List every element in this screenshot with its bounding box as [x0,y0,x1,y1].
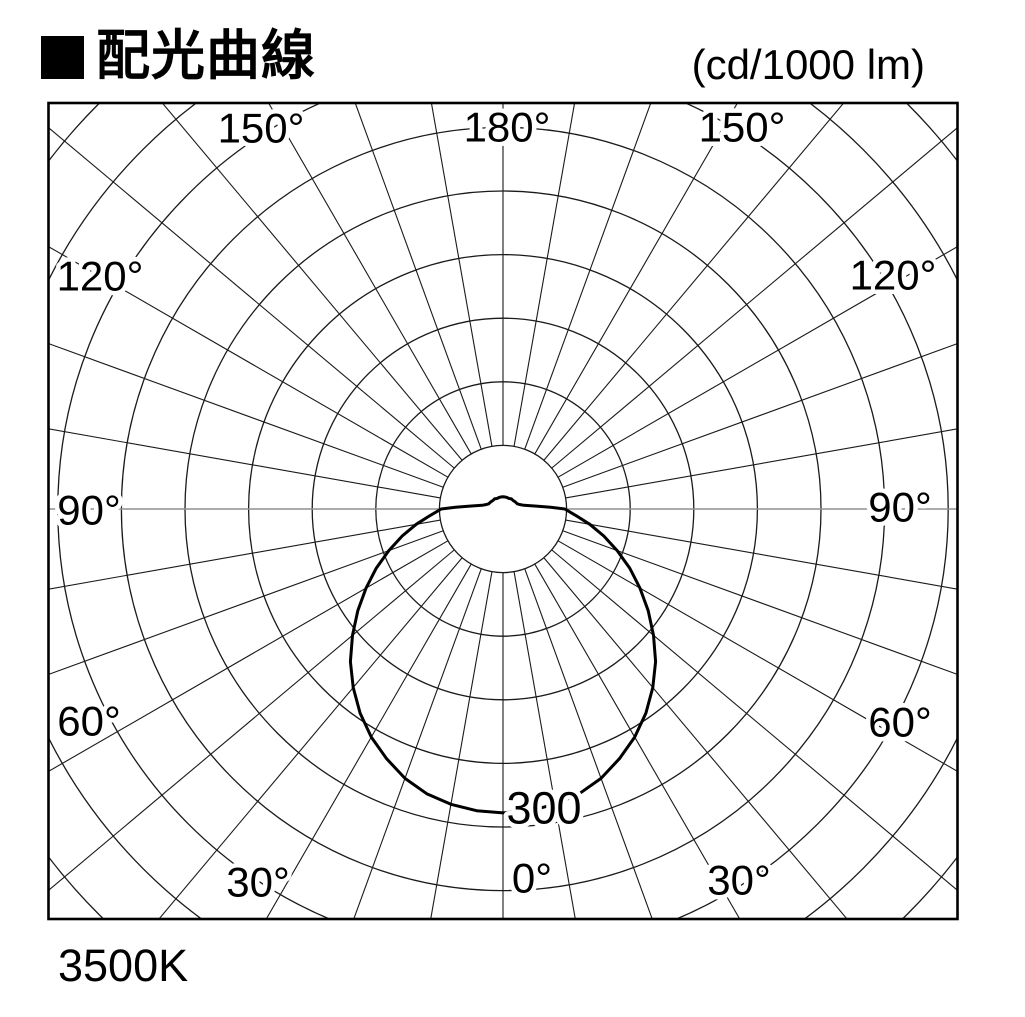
polar-spoke [524,568,653,919]
angle-label: 120° [57,253,144,300]
polar-spoke [557,245,958,478]
polar-spoke [534,103,739,455]
angle-label: 150° [218,105,305,152]
angle-label: 180° [464,104,551,151]
polar-spoke [48,530,444,676]
polar-spoke [48,519,441,590]
peak-intensity-label: 300 [506,783,581,834]
polar-spoke [562,342,958,488]
polar-spoke [265,563,472,919]
polar-spoke [48,540,449,773]
polar-spoke [161,103,463,461]
polar-spoke [565,519,958,590]
page-title: 配光曲線 [96,26,316,86]
angle-label: 30° [707,857,771,904]
distribution-curve [348,495,658,815]
polar-spoke [430,571,493,919]
polar-spoke [557,540,958,773]
color-temperature-label: 3500K [58,940,189,991]
polar-spoke [543,557,848,919]
polar-spoke [48,549,455,892]
polar-spoke [267,103,472,455]
polar-spoke [562,530,958,676]
polar-spoke [543,103,845,461]
title-bullet-icon [41,36,84,79]
plot-border [47,101,959,921]
polar-spoke [354,103,482,450]
angle-label: 30° [226,859,290,906]
angle-label: 0° [512,855,552,902]
polar-spoke [565,428,958,499]
angle-label: 150° [699,104,786,151]
angle-label: 120° [850,252,937,299]
polar-spoke [48,126,455,469]
angle-label: 90° [57,487,121,534]
angle-label: 60° [868,699,932,746]
angle-label: 90° [868,484,932,531]
polar-spoke [430,103,493,447]
polar-spoke [48,342,444,488]
angle-label: 60° [57,698,121,745]
polar-spoke [534,563,741,919]
polar-ring [438,444,568,574]
polar-spoke [513,103,576,447]
unit-label: (cd/1000 lm) [691,41,925,88]
polar-spoke [48,245,449,478]
polar-spoke [513,571,576,919]
polar-spoke [551,549,958,892]
polar-spoke [551,126,958,469]
polar-spoke [48,428,441,499]
polar-spoke [158,557,463,919]
polar-spoke [524,103,652,450]
polar-spoke [353,568,482,919]
